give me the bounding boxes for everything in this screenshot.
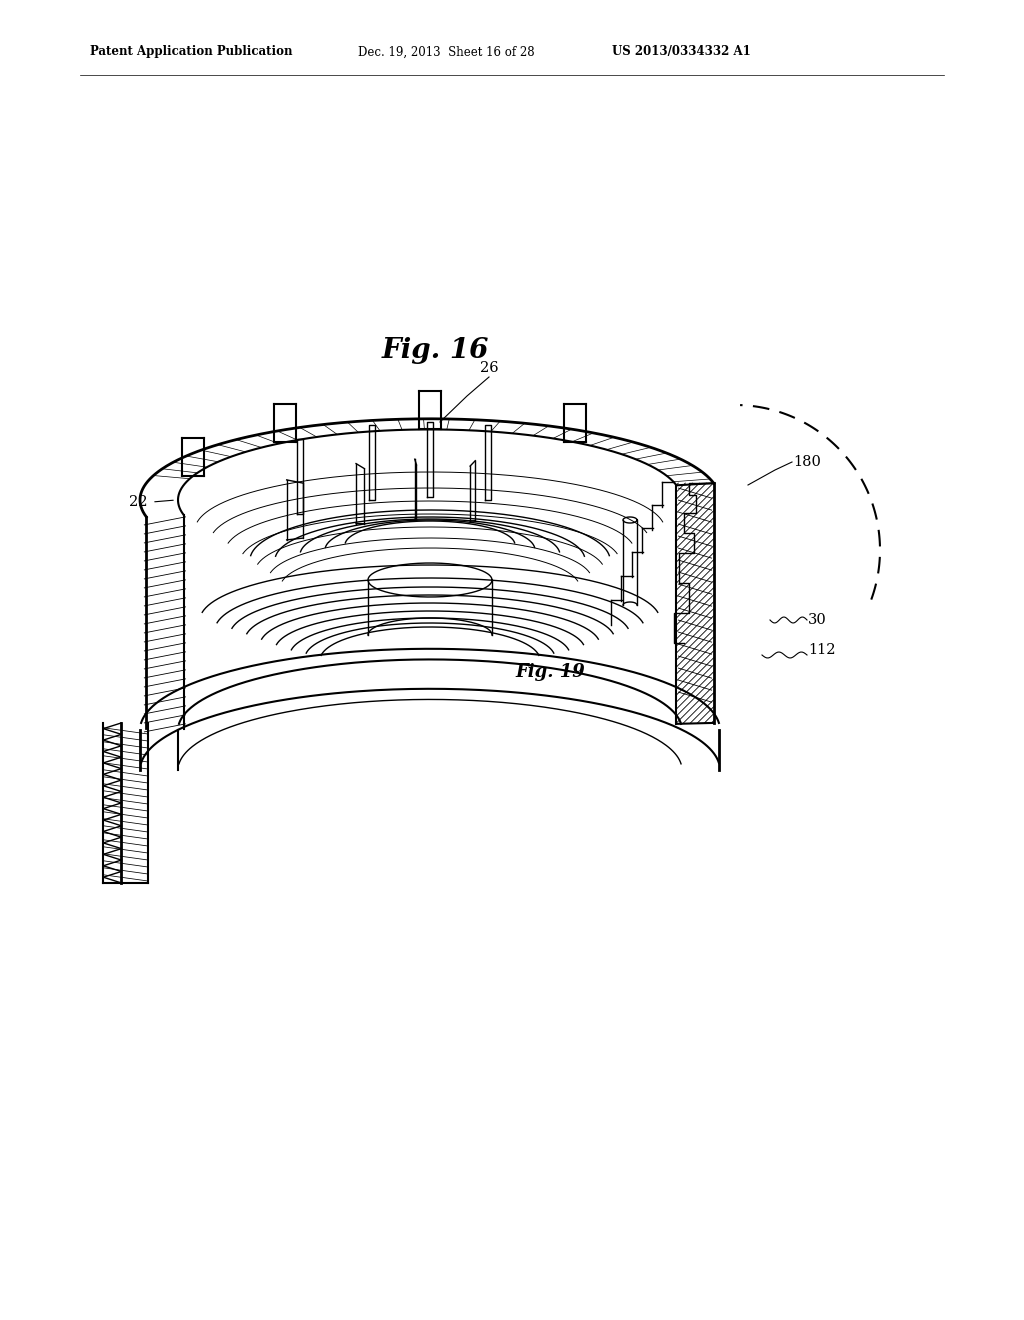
Text: Fig. 19: Fig. 19: [515, 663, 585, 681]
Text: Dec. 19, 2013  Sheet 16 of 28: Dec. 19, 2013 Sheet 16 of 28: [358, 45, 535, 58]
Text: Patent Application Publication: Patent Application Publication: [90, 45, 293, 58]
Text: 30: 30: [808, 612, 826, 627]
Text: 26: 26: [479, 360, 499, 375]
Text: 22: 22: [129, 495, 148, 510]
Text: 112: 112: [808, 643, 836, 657]
Text: US 2013/0334332 A1: US 2013/0334332 A1: [612, 45, 751, 58]
Text: Fig. 16: Fig. 16: [381, 337, 488, 363]
Text: 180: 180: [793, 455, 821, 469]
